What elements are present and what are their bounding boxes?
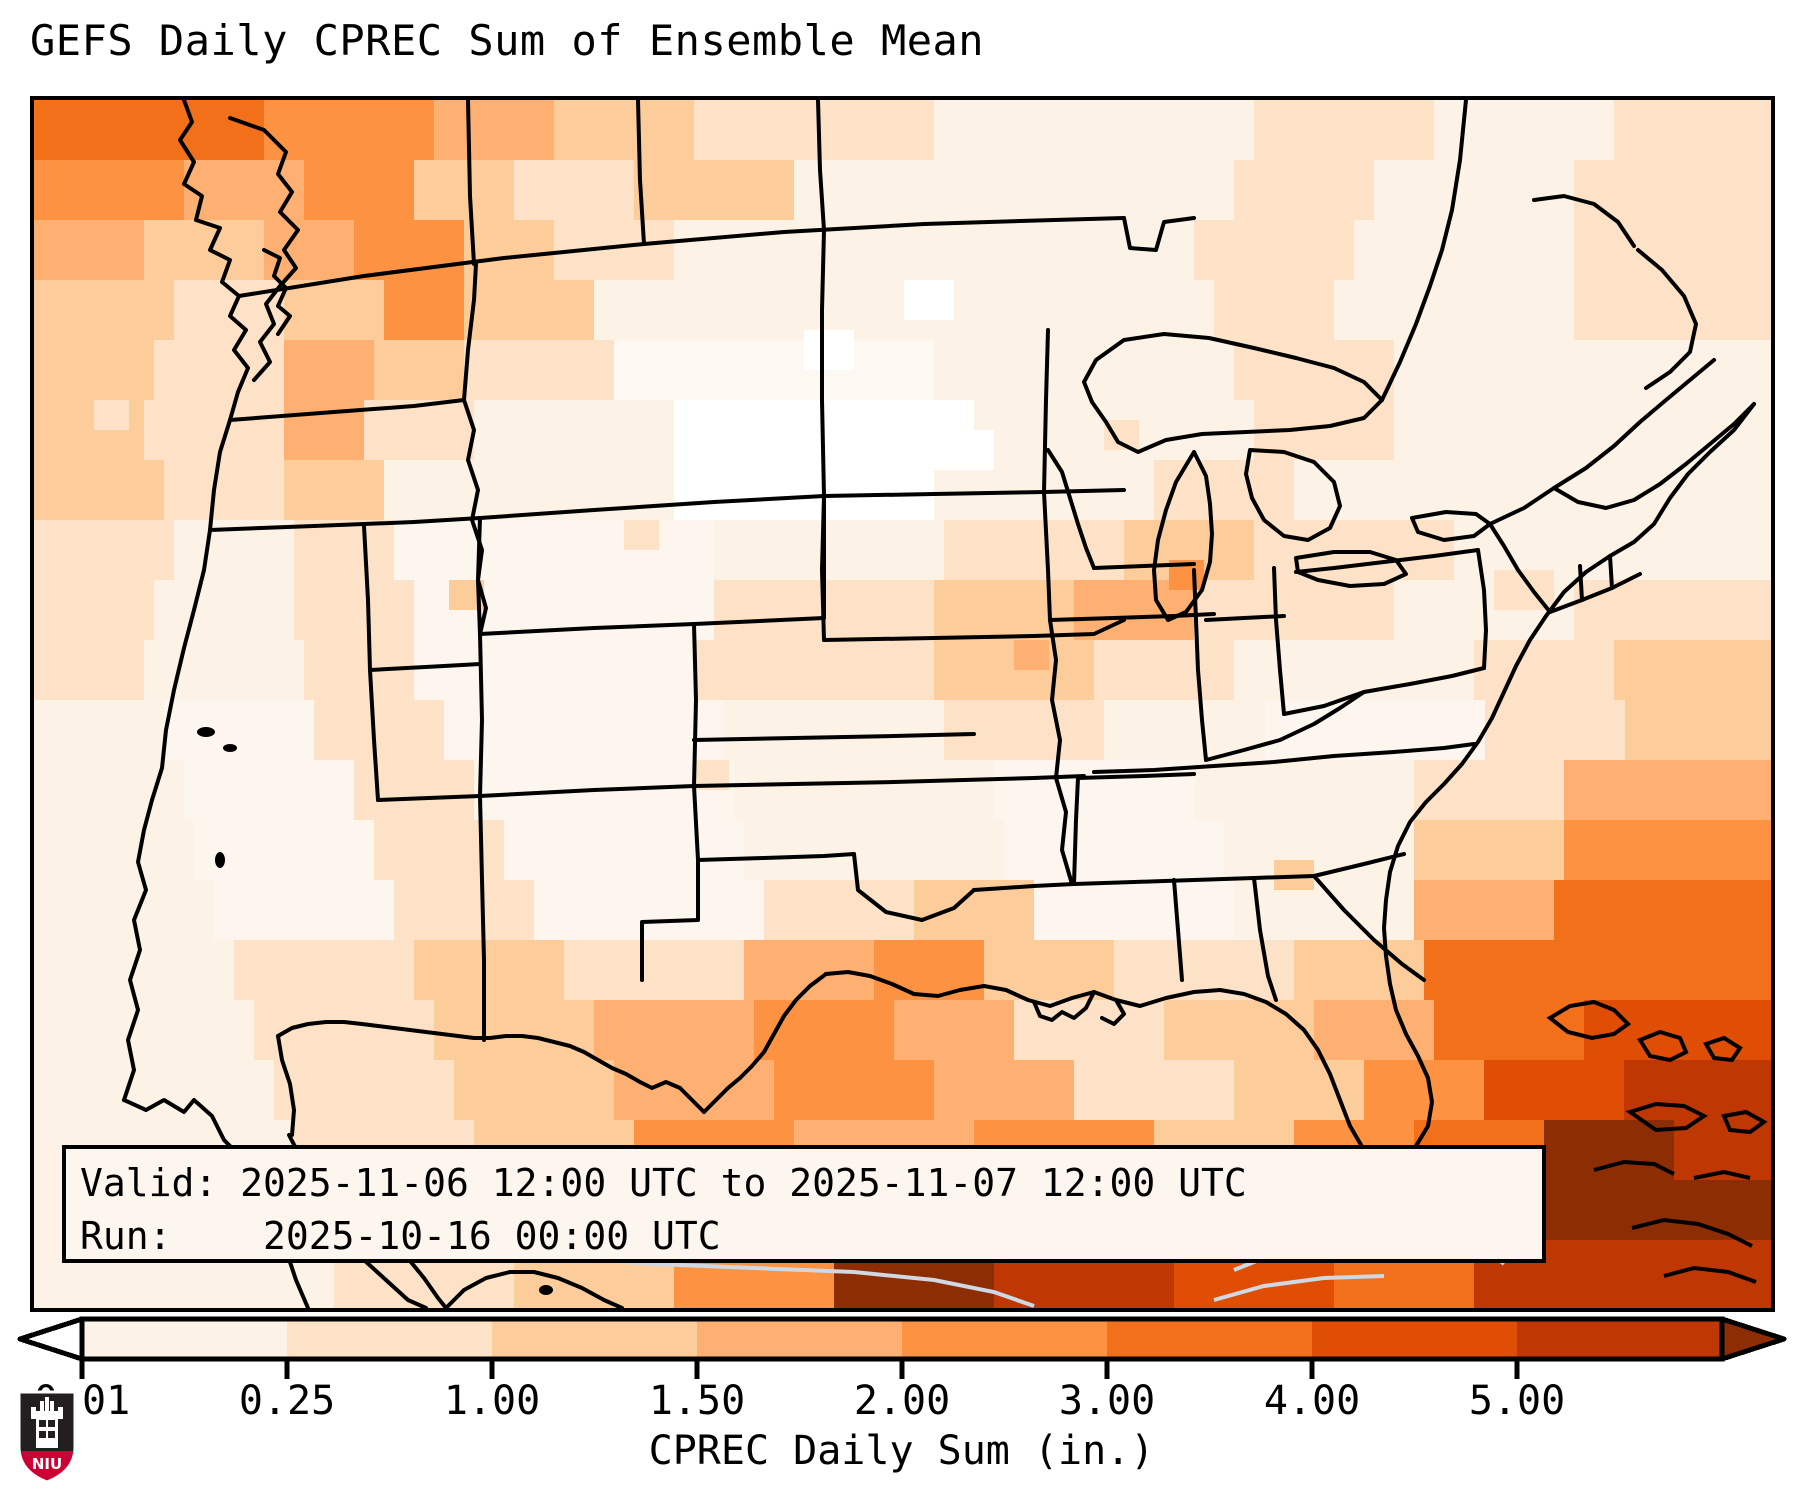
colorbar-tick-label: 4.00: [1263, 1378, 1361, 1424]
map-panel: [30, 96, 1775, 1312]
colorbar-tick-label: 3.00: [1058, 1378, 1156, 1424]
page-title: GEFS Daily CPREC Sum of Ensemble Mean: [30, 16, 985, 65]
colorbar-band: [1312, 1319, 1518, 1359]
colorbar-band: [287, 1319, 493, 1359]
niu-shield-logo: NIU: [16, 1389, 78, 1485]
colorbar: [0, 1313, 1803, 1383]
run-time-line: Run: 2025-10-16 00:00 UTC: [80, 1214, 721, 1258]
colorbar-tick-label: 2.00: [853, 1378, 951, 1424]
niu-logo-shield: NIU: [17, 1390, 77, 1484]
geographic-boundaries: [122, 100, 1756, 1308]
colorbar-tick-label: 1.00: [443, 1378, 541, 1424]
colorbar-band: [697, 1319, 903, 1359]
colorbar-tick-labels: 0.01 0.25 1.00 1.50 2.00 3.00 4.00 5.00: [0, 1378, 1803, 1428]
colorbar-tick-label: 1.50: [648, 1378, 746, 1424]
colorbar-band: [492, 1319, 698, 1359]
colorbar-tick-label: 0.25: [238, 1378, 336, 1424]
valid-time-line: Valid: 2025-11-06 12:00 UTC to 2025-11-0…: [80, 1161, 1247, 1205]
forecast-info-box: Valid: 2025-11-06 12:00 UTC to 2025-11-0…: [62, 1145, 1546, 1263]
colorbar-swatches: [17, 1316, 1787, 1379]
small-lake-marks: [197, 727, 553, 1295]
colorbar-band: [902, 1319, 1108, 1359]
colorbar-band: [82, 1319, 288, 1359]
colorbar-band: [1107, 1319, 1313, 1359]
niu-logo-text: NIU: [32, 1455, 62, 1473]
precipitation-heatmap: [34, 100, 1771, 1308]
colorbar-band: [1517, 1319, 1723, 1359]
colorbar-tick-label: 5.00: [1468, 1378, 1566, 1424]
colorbar-axis-label: CPREC Daily Sum (in.): [648, 1428, 1155, 1474]
